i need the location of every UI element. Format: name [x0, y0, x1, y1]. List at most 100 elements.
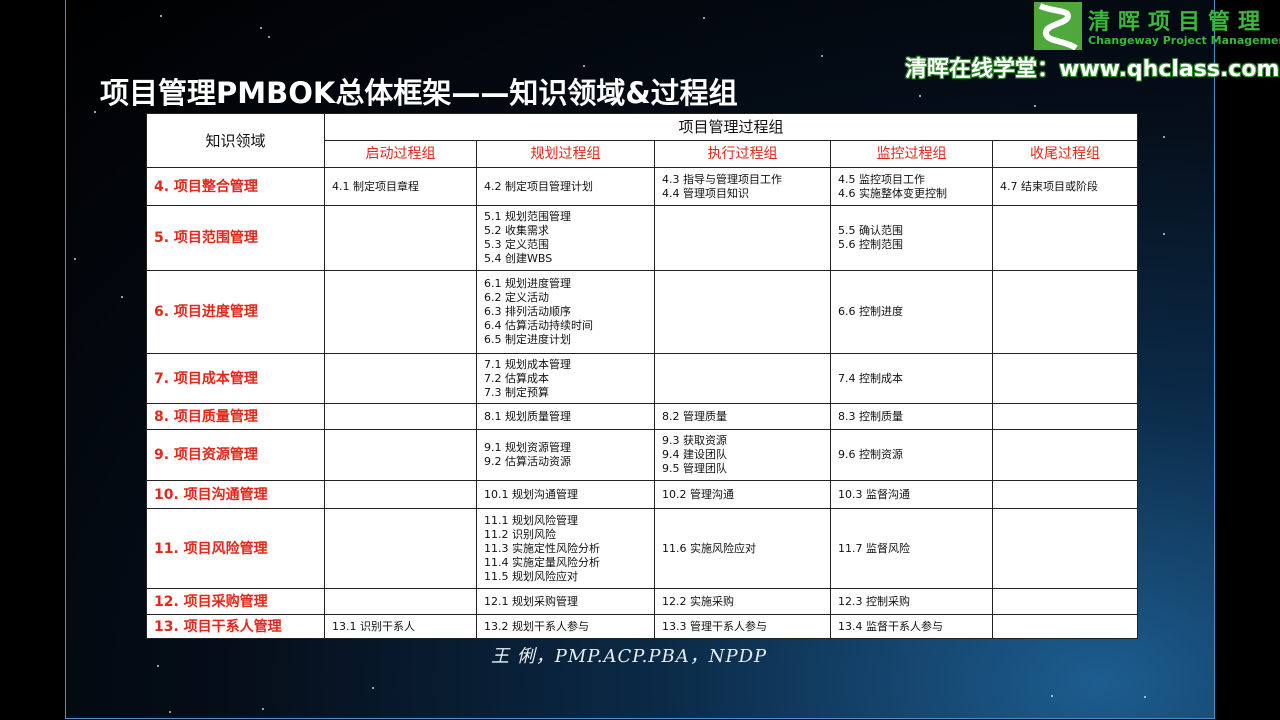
- table-row: 4. 项目整合管理 4.1 制定项目章程 4.2 制定项目管理计划 4.3 指导与管理…: [146, 167, 1138, 206]
- star: [168, 711, 171, 714]
- table-row: 5. 项目范围管理 5.1 规划范围管理 5.2 收集需求 5.3 定义范围 5.…: [146, 205, 1138, 271]
- process-cell: 13.3 管理干系人参与: [654, 614, 831, 639]
- process-cell: [992, 429, 1138, 481]
- process-cell: [324, 403, 477, 430]
- knowledge-area-cell: 5. 项目范围管理: [146, 205, 325, 271]
- brand-name-en: Changeway Project Management: [1088, 34, 1280, 47]
- process-cell: [992, 508, 1138, 589]
- changeway-logo-icon: [1034, 2, 1082, 51]
- process-cell: [654, 353, 831, 404]
- process-cell: [992, 205, 1138, 271]
- table-row: 8. 项目质量管理 8.1 规划质量管理 8.2 管理质量 8.3 控制质量: [146, 403, 1138, 430]
- process-cell: 4.7 结束项目或阶段: [992, 167, 1138, 206]
- author-signature: 王 俐，PMP.ACP.PBA，NPDP: [491, 646, 768, 667]
- knowledge-area-cell: 12. 项目采购管理: [146, 588, 325, 615]
- table-row: 12. 项目采购管理 12.1 规划采购管理 12.2 实施采购 12.3 控制采购: [146, 588, 1138, 615]
- star: [94, 110, 96, 113]
- star: [1144, 696, 1147, 699]
- process-cell: [324, 588, 477, 615]
- star: [261, 707, 264, 710]
- slide: 项目管理PMBOK总体框架——知识领域&过程组 知识领域 项目管理过程组 启动过…: [65, 0, 1215, 719]
- process-cell: [324, 205, 477, 271]
- process-cell: 13.2 规划干系人参与: [476, 614, 655, 639]
- process-cell: 11.1 规划风险管理 11.2 识别风险 11.3 实施定性风险分析 11.4…: [476, 508, 655, 589]
- process-cell: 12.3 控制采购: [830, 588, 993, 615]
- knowledge-area-cell: 10. 项目沟通管理: [146, 480, 325, 509]
- process-cell: 6.6 控制进度: [830, 270, 993, 354]
- process-cell: [654, 270, 831, 354]
- table-row: 10. 项目沟通管理 10.1 规划沟通管理 10.2 管理沟通 10.3 监督沟通: [146, 480, 1138, 509]
- process-cell: 5.1 规划范围管理 5.2 收集需求 5.3 定义范围 5.4 创建WBS: [476, 205, 655, 271]
- knowledge-area-cell: 9. 项目资源管理: [146, 429, 325, 481]
- process-groups-header: 项目管理过程组: [324, 113, 1138, 141]
- knowledge-area-cell: 13. 项目干系人管理: [146, 614, 325, 639]
- process-cell: 4.2 制定项目管理计划: [476, 167, 655, 206]
- process-cell: 7.4 控制成本: [830, 353, 993, 404]
- table-row: 7. 项目成本管理 7.1 规划成本管理 7.2 估算成本 7.3 制定预算 7.4…: [146, 353, 1138, 404]
- process-cell: [324, 480, 477, 509]
- process-group-header: 监控过程组: [830, 140, 993, 168]
- process-cell: 8.1 规划质量管理: [476, 403, 655, 430]
- star: [1051, 695, 1054, 698]
- star: [259, 26, 262, 29]
- star: [1163, 135, 1166, 138]
- process-cell: [324, 508, 477, 589]
- process-cell: 10.3 监督沟通: [830, 480, 993, 509]
- star: [74, 258, 77, 261]
- process-cell: 10.1 规划沟通管理: [476, 480, 655, 509]
- process-group-header: 规划过程组: [476, 140, 655, 168]
- process-group-header: 启动过程组: [324, 140, 477, 168]
- star: [918, 94, 921, 97]
- knowledge-area-cell: 6. 项目进度管理: [146, 270, 325, 354]
- star: [820, 54, 823, 57]
- process-cell: 12.2 实施采购: [654, 588, 831, 615]
- process-cell: 4.1 制定项目章程: [324, 167, 477, 206]
- star: [268, 35, 271, 38]
- process-cell: 9.6 控制资源: [830, 429, 993, 481]
- process-cell: [654, 205, 831, 271]
- process-cell: 6.1 规划进度管理 6.2 定义活动 6.3 排列活动顺序 6.4 估算活动持…: [476, 270, 655, 354]
- star: [583, 64, 586, 67]
- process-cell: [992, 480, 1138, 509]
- star: [159, 15, 162, 18]
- table-row: 6. 项目进度管理 6.1 规划进度管理 6.2 定义活动 6.3 排列活动顺序 …: [146, 270, 1138, 354]
- process-cell: [324, 353, 477, 404]
- process-cell: 4.3 指导与管理项目工作 4.4 管理项目知识: [654, 167, 831, 206]
- process-cell: 11.6 实施风险应对: [654, 508, 831, 589]
- knowledge-area-cell: 4. 项目整合管理: [146, 167, 325, 206]
- website-watermark: 清晖在线学堂：www.qhclass.com: [905, 57, 1280, 82]
- process-cell: [324, 429, 477, 481]
- table-row: 13. 项目干系人管理 13.1 识别干系人 13.2 规划干系人参与 13.3 管理…: [146, 614, 1138, 639]
- star: [157, 665, 160, 668]
- process-cell: 9.3 获取资源 9.4 建设团队 9.5 管理团队: [654, 429, 831, 481]
- process-cell: 10.2 管理沟通: [654, 480, 831, 509]
- star: [702, 17, 705, 20]
- star: [1034, 104, 1037, 107]
- process-cell: [992, 353, 1138, 404]
- process-cell: 12.1 规划采购管理: [476, 588, 655, 615]
- process-cell: 5.5 确认范围 5.6 控制范围: [830, 205, 993, 271]
- process-cell: 9.1 规划资源管理 9.2 估算活动资源: [476, 429, 655, 481]
- slide-title: 项目管理PMBOK总体框架——知识领域&过程组: [100, 76, 738, 110]
- process-cell: 8.2 管理质量: [654, 403, 831, 430]
- process-cell: [324, 270, 477, 354]
- process-cell: 13.1 识别干系人: [324, 614, 477, 639]
- process-group-header: 执行过程组: [654, 140, 831, 168]
- knowledge-area-cell: 7. 项目成本管理: [146, 353, 325, 404]
- process-cell: [992, 403, 1138, 430]
- process-matrix-table: 知识领域 项目管理过程组 启动过程组 规划过程组 执行过程组 监控过程组 收尾过程组 4…: [146, 113, 1138, 639]
- star: [1162, 233, 1165, 236]
- process-cell: 7.1 规划成本管理 7.2 估算成本 7.3 制定预算: [476, 353, 655, 404]
- process-cell: 11.7 监督风险: [830, 508, 993, 589]
- knowledge-area-header: 知识领域: [146, 113, 325, 168]
- process-group-header: 收尾过程组: [992, 140, 1138, 168]
- process-cell: [992, 588, 1138, 615]
- process-cell: 4.5 监控项目工作 4.6 实施整体变更控制: [830, 167, 993, 206]
- table-row: 11. 项目风险管理 11.1 规划风险管理 11.2 识别风险 11.3 实施定…: [146, 508, 1138, 589]
- knowledge-area-cell: 8. 项目质量管理: [146, 403, 325, 430]
- table-row: 9. 项目资源管理 9.1 规划资源管理 9.2 估算活动资源 9.3 获取资源 9…: [146, 429, 1138, 481]
- knowledge-area-cell: 11. 项目风险管理: [146, 508, 325, 589]
- process-cell: 8.3 控制质量: [830, 403, 993, 430]
- brand-name-cn: 清晖项目管理: [1088, 10, 1269, 35]
- star: [372, 686, 375, 689]
